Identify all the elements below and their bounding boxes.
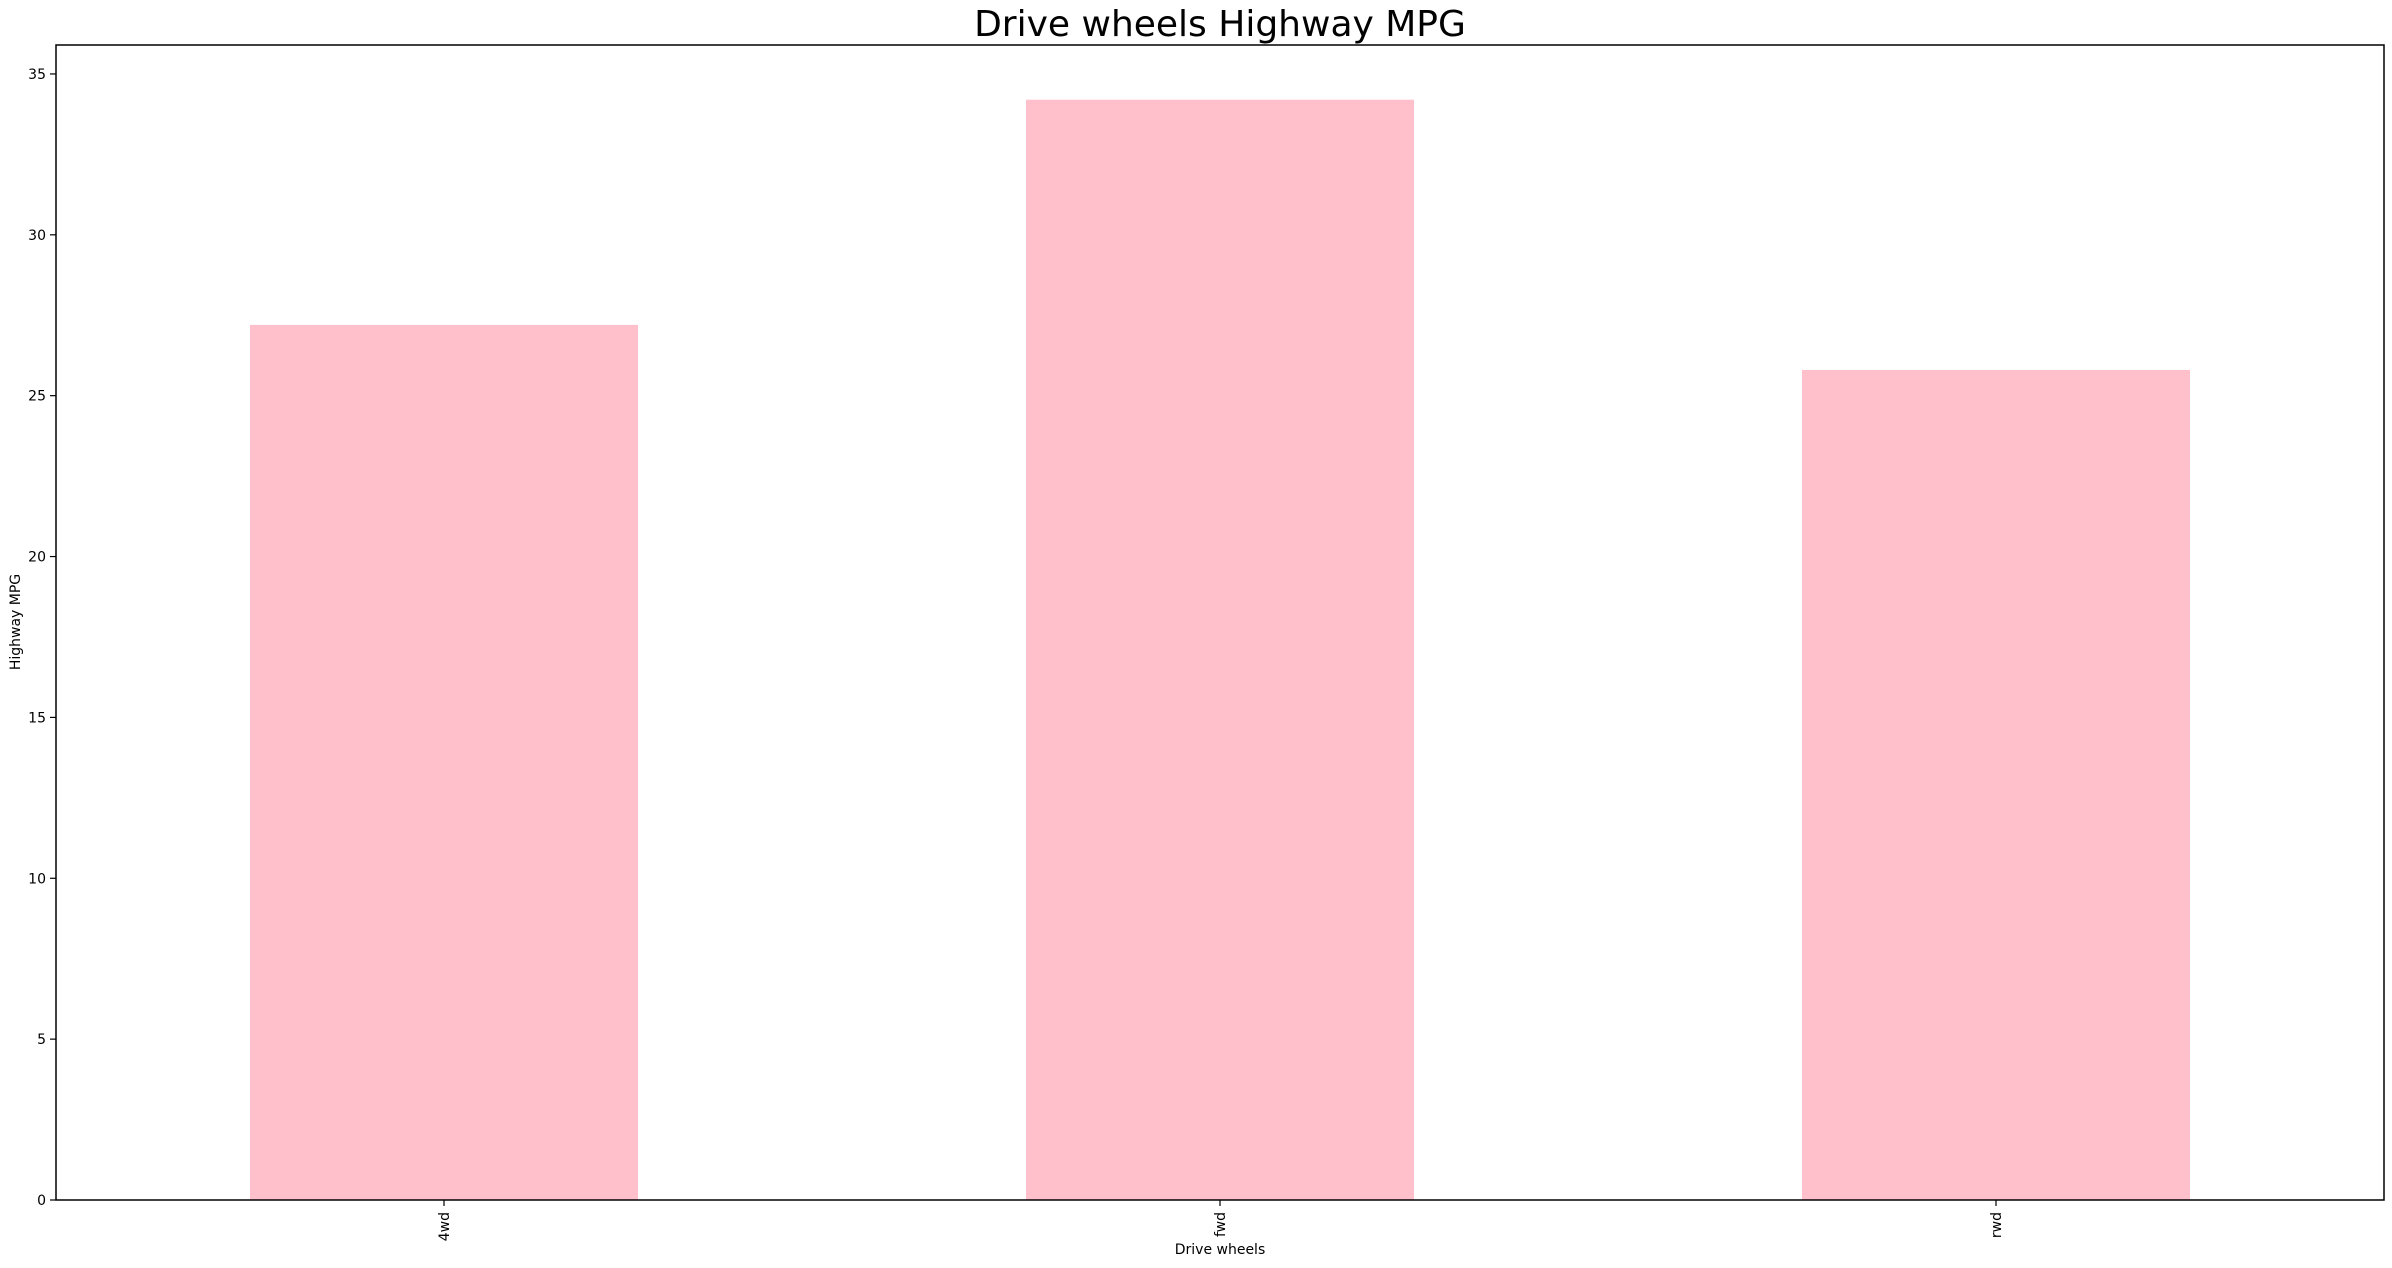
- bar-4wd: [250, 324, 638, 1201]
- chart-title: Drive wheels Highway MPG: [974, 4, 1466, 45]
- x-axis: 4wd fwd rwd: [437, 1200, 2005, 1241]
- y-tick-label: 35: [28, 67, 46, 83]
- y-tick-label: 30: [28, 228, 46, 244]
- bars: [250, 99, 2190, 1201]
- y-tick-label: 25: [28, 389, 46, 405]
- y-tick-label: 20: [28, 550, 46, 566]
- y-axis: 0 5 10 15 20 25 30 35: [28, 67, 56, 1209]
- y-tick-label: 10: [28, 871, 46, 887]
- bar-rwd: [1802, 369, 2190, 1200]
- x-tick-label-rwd: rwd: [1989, 1212, 2005, 1238]
- plot-frame: [55, 44, 2385, 1201]
- x-tick-label-4wd: 4wd: [437, 1212, 453, 1241]
- x-tick-label-fwd: fwd: [1213, 1212, 1229, 1237]
- y-tick-label: 5: [37, 1032, 46, 1048]
- x-axis-label: Drive wheels: [1175, 1242, 1266, 1258]
- y-axis-label: Highway MPG: [8, 574, 24, 670]
- y-tick-label: 15: [28, 710, 46, 726]
- y-tick-label: 0: [37, 1193, 46, 1209]
- bar-fwd: [1026, 99, 1414, 1200]
